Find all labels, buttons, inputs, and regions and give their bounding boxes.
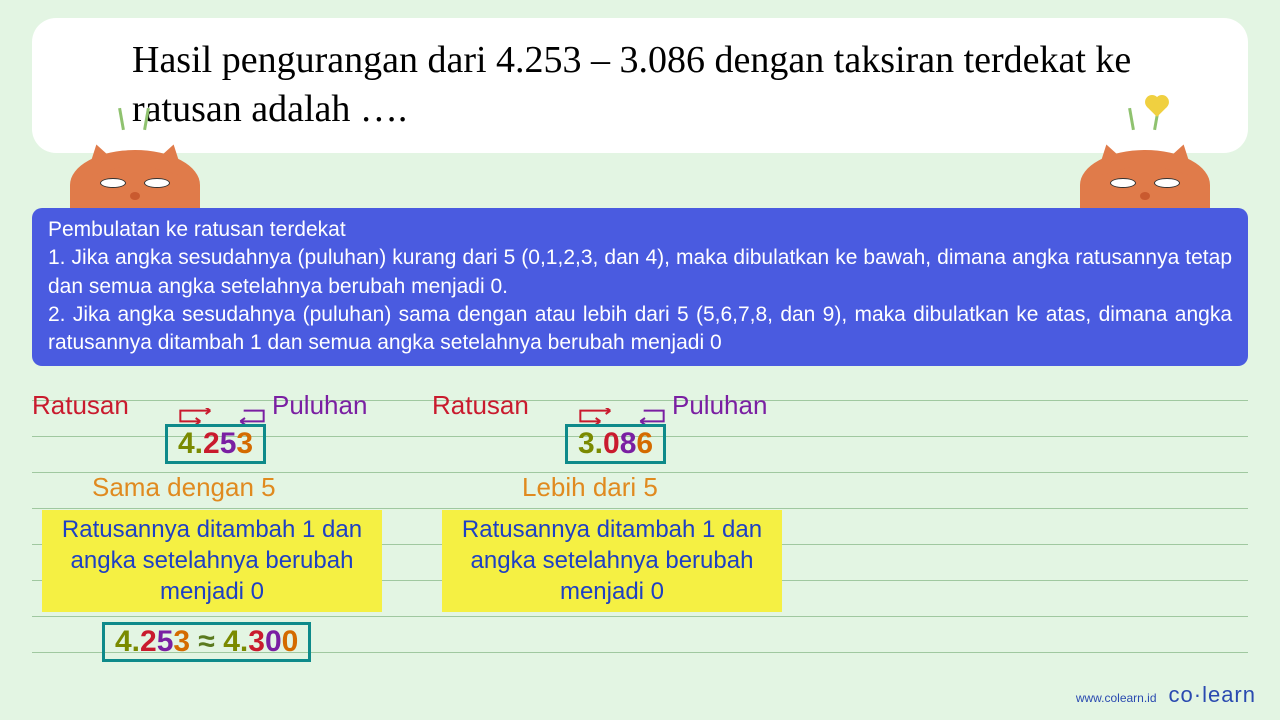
rule-1: 1. Jika angka sesudahnya (puluhan) kuran… <box>48 244 1232 301</box>
result-box-1: 4.253 ≈ 4.300 <box>102 622 311 662</box>
n1-thousand: 4. <box>178 427 203 460</box>
rounding-rules-box: Pembulatan ke ratusan terdekat 1. Jika a… <box>32 208 1248 366</box>
r1r-hundred: 3 <box>248 625 265 658</box>
cat-mascot-right <box>1080 130 1210 220</box>
number-box-2: 3.086 <box>565 424 666 464</box>
r1l-unit: 3 <box>173 625 190 658</box>
label-ratusan-2: Ratusan <box>432 390 529 421</box>
footer-logo: co·learn <box>1169 682 1256 708</box>
question-text: Hasil pengurangan dari 4.253 – 3.086 den… <box>132 39 1131 130</box>
n1-unit: 3 <box>236 427 253 460</box>
rule-box-1: Ratusannya ditambah 1 dan angka setelahn… <box>42 510 382 612</box>
n2-unit: 6 <box>636 427 653 460</box>
rule-2: 2. Jika angka sesudahnya (puluhan) sama … <box>48 301 1232 358</box>
n2-hundred: 0 <box>603 427 620 460</box>
r1l-hundred: 2 <box>140 625 157 658</box>
footer-brand: www.colearn.id co·learn <box>1076 682 1256 708</box>
rules-title: Pembulatan ke ratusan terdekat <box>48 216 1232 244</box>
question-card: Hasil pengurangan dari 4.253 – 3.086 den… <box>32 18 1248 153</box>
label-puluhan-2: Puluhan <box>672 390 767 421</box>
label-ratusan-1: Ratusan <box>32 390 129 421</box>
n2-thousand: 3. <box>578 427 603 460</box>
r1r-ten: 0 <box>265 625 282 658</box>
n1-hundred: 2 <box>203 427 220 460</box>
n1-ten: 5 <box>220 427 237 460</box>
approx-symbol: ≈ <box>190 625 223 658</box>
r1l-thousand: 4. <box>115 625 140 658</box>
condition-2: Lebih dari 5 <box>522 472 658 503</box>
footer-url: www.colearn.id <box>1076 691 1157 705</box>
rule-box-2: Ratusannya ditambah 1 dan angka setelahn… <box>442 510 782 612</box>
cat-mascot-left <box>70 130 200 220</box>
r1r-thousand: 4. <box>223 625 248 658</box>
number-box-1: 4.253 <box>165 424 266 464</box>
r1l-ten: 5 <box>157 625 174 658</box>
condition-1: Sama dengan 5 <box>92 472 276 503</box>
n2-ten: 8 <box>620 427 637 460</box>
r1r-unit: 0 <box>282 625 299 658</box>
label-puluhan-1: Puluhan <box>272 390 367 421</box>
